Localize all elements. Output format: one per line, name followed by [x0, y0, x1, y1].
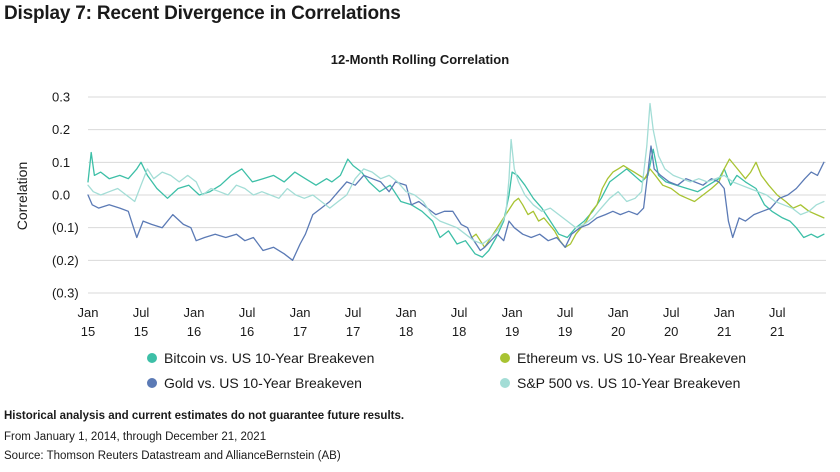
y-tick-label: 0.2 — [52, 122, 70, 137]
y-axis-ticks: 0.3 0.2 0.1 0.0 (0.1) (0.2) (0.3) — [52, 90, 79, 301]
x-tick-label-year: 17 — [346, 324, 360, 339]
x-tick-label-year: 19 — [505, 324, 519, 339]
x-tick-label-month: Jan — [78, 305, 99, 320]
display-title: Display 7: Recent Divergence in Correlat… — [4, 3, 401, 24]
x-tick-label-year: 16 — [240, 324, 254, 339]
y-tick-label: (0.1) — [52, 220, 79, 235]
x-tick-label-year: 19 — [558, 324, 572, 339]
chart-title: 12-Month Rolling Correlation — [331, 52, 509, 67]
y-tick-label: 0.0 — [52, 188, 70, 203]
x-tick-label-month: Jul — [133, 305, 150, 320]
x-tick-label-month: Jan — [290, 305, 311, 320]
legend-marker — [500, 353, 510, 363]
footer-disclaimer: Historical analysis and current estimate… — [4, 410, 405, 422]
x-axis-ticks: Jan 15 Jul 15 Jan 16 Jul 16 Jan 17 Jul 17 Jan 18 Jul 18… — [78, 305, 786, 339]
legend-label: Gold vs. US 10-Year Breakeven — [164, 375, 362, 391]
y-axis-label: Correlation — [14, 162, 30, 230]
x-tick-label-month: Jul — [345, 305, 362, 320]
x-tick-label-month: Jan — [608, 305, 629, 320]
legend-marker — [147, 378, 157, 388]
x-tick-label-year: 21 — [717, 324, 731, 339]
x-tick-label-month: Jul — [769, 305, 786, 320]
x-tick-label-month: Jan — [396, 305, 417, 320]
x-tick-label-year: 20 — [664, 324, 678, 339]
legend-label: S&P 500 vs. US 10-Year Breakeven — [517, 375, 740, 391]
y-tick-label: (0.3) — [52, 286, 79, 301]
legend: Bitcoin vs. US 10-Year Breakeven Ethereum… — [147, 350, 746, 391]
series-line-0 — [87, 148, 825, 258]
y-tick-label: 0.3 — [52, 90, 70, 105]
footer-source: Source: Thomson Reuters Datastream and A… — [4, 450, 341, 462]
y-tick-label: 0.1 — [52, 155, 70, 170]
x-tick-label-year: 15 — [81, 324, 95, 339]
x-tick-label-month: Jul — [663, 305, 680, 320]
x-tick-label-month: Jul — [557, 305, 574, 320]
x-tick-label-year: 18 — [452, 324, 466, 339]
y-tick-label: (0.2) — [52, 253, 79, 268]
footer-date-range: From January 1, 2014, through December 2… — [4, 431, 267, 443]
x-tick-label-year: 16 — [187, 324, 201, 339]
x-tick-label-month: Jan — [184, 305, 205, 320]
series-lines — [87, 102, 825, 261]
legend-label: Ethereum vs. US 10-Year Breakeven — [517, 350, 746, 366]
legend-marker — [500, 378, 510, 388]
series-line-1 — [471, 158, 825, 248]
x-tick-label-year: 21 — [770, 324, 784, 339]
x-tick-label-year: 15 — [134, 324, 148, 339]
legend-label: Bitcoin vs. US 10-Year Breakeven — [164, 350, 374, 366]
series-line-3 — [87, 102, 825, 245]
x-tick-label-month: Jul — [239, 305, 256, 320]
legend-marker — [147, 353, 157, 363]
x-tick-label-year: 20 — [611, 324, 625, 339]
correlation-line-chart: 12-Month Rolling Correlation Correlation… — [14, 52, 826, 391]
x-tick-label-month: Jul — [451, 305, 468, 320]
x-tick-label-year: 17 — [293, 324, 307, 339]
x-tick-label-year: 18 — [399, 324, 413, 339]
x-tick-label-month: Jan — [714, 305, 735, 320]
x-tick-label-month: Jan — [502, 305, 523, 320]
series-line-2 — [87, 145, 825, 261]
